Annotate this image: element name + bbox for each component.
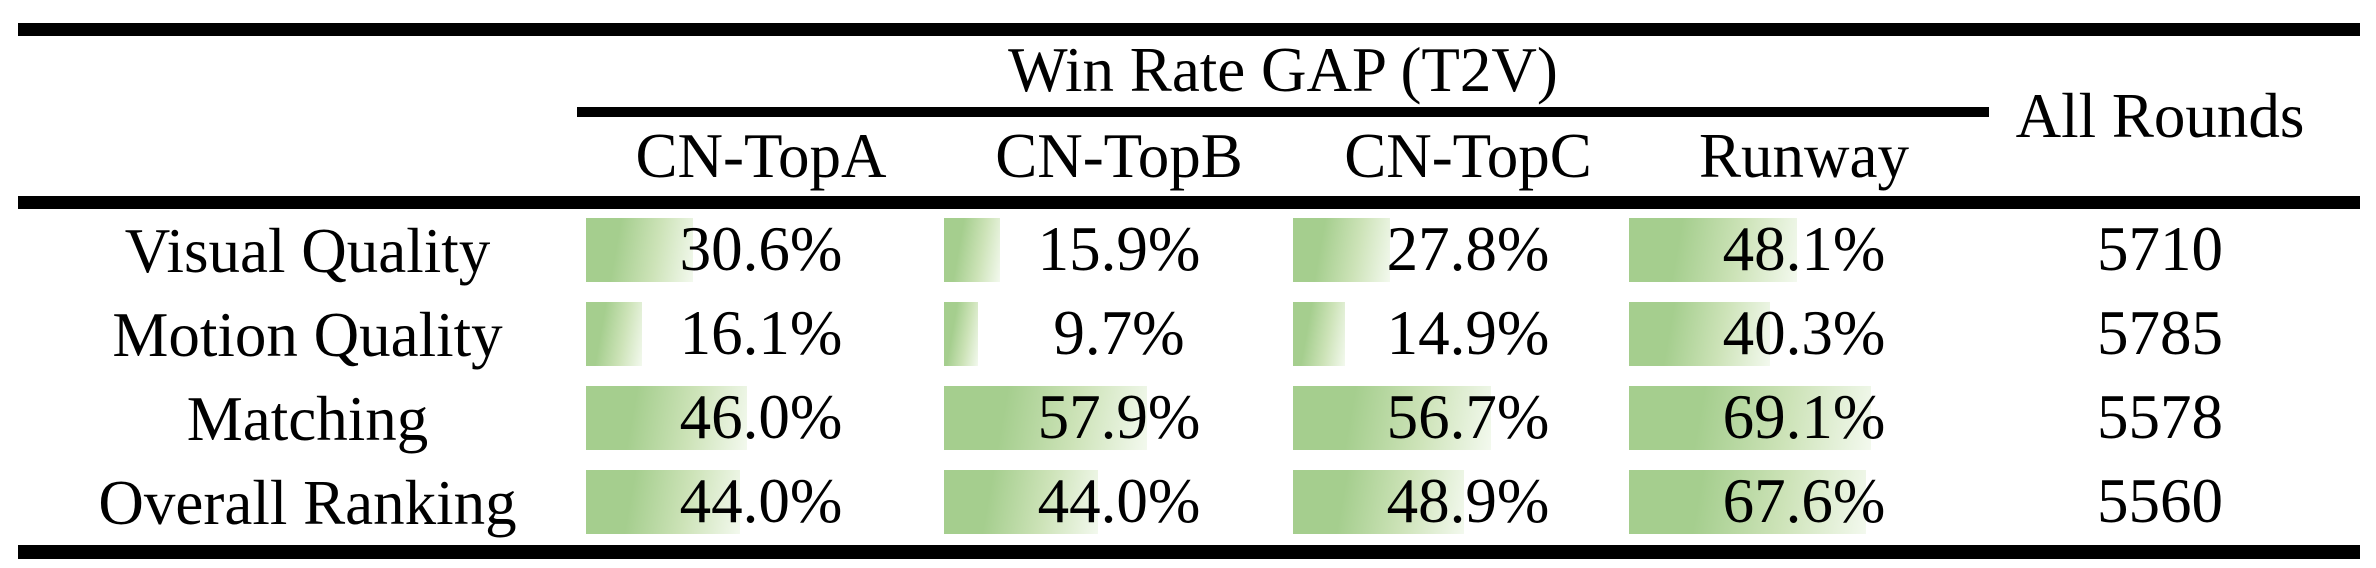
win-rate-data-bar	[1293, 386, 1492, 450]
win-rate-data-bar	[586, 386, 747, 450]
win-rate-data-bar	[944, 218, 1000, 282]
percent-value: 57.9%	[1037, 382, 1201, 452]
all-rounds-column-header: All Rounds	[2015, 81, 2305, 151]
table-bottom-rule	[18, 545, 2360, 559]
percent-cell: 30.6%	[586, 209, 936, 293]
row-label: Overall Ranking	[98, 468, 517, 538]
percent-value: 46.0%	[679, 382, 843, 452]
percent-cell: 16.1%	[586, 293, 936, 377]
percent-cell: 48.9%	[1293, 461, 1643, 545]
win-rate-data-bar	[1293, 218, 1391, 282]
percent-value: 30.6%	[679, 214, 843, 284]
win-rate-data-bar	[944, 470, 1098, 534]
percent-cell: 69.1%	[1629, 377, 1979, 461]
win-rate-data-bar	[586, 470, 740, 534]
percent-value: 48.1%	[1722, 214, 1886, 284]
all-rounds-value: 5785	[2097, 298, 2223, 368]
percent-cell: 48.1%	[1629, 209, 1979, 293]
win-rate-data-bar	[586, 218, 694, 282]
percent-cell: 9.7%	[944, 293, 1294, 377]
percent-value: 14.9%	[1386, 298, 1550, 368]
win-rate-data-bar	[586, 302, 643, 366]
percent-cell: 15.9%	[944, 209, 1294, 293]
group-header-underline-rule	[577, 107, 1989, 117]
percent-value: 44.0%	[1037, 466, 1201, 536]
table-row: Visual Quality 30.6% 15.9% 27.8% 48.1% 5710	[0, 209, 2376, 293]
column-header-cn-topa: CN-TopA	[635, 121, 887, 191]
table-row: Matching 46.0% 57.9% 56.7% 69.1% 5578	[0, 377, 2376, 461]
percent-cell: 27.8%	[1293, 209, 1643, 293]
percent-value: 69.1%	[1722, 382, 1886, 452]
win-rate-data-bar	[944, 302, 978, 366]
percent-cell: 40.3%	[1629, 293, 1979, 377]
percent-cell: 46.0%	[586, 377, 936, 461]
percent-value: 16.1%	[679, 298, 843, 368]
percent-value: 56.7%	[1386, 382, 1550, 452]
all-rounds-value: 5560	[2097, 466, 2223, 536]
all-rounds-value: 5578	[2097, 382, 2223, 452]
win-rate-data-bar	[1293, 470, 1465, 534]
table-row: Overall Ranking 44.0% 44.0% 48.9% 67.6% 5560	[0, 461, 2376, 545]
row-label: Matching	[186, 384, 429, 454]
group-header-title: Win Rate GAP (T2V)	[1008, 35, 1558, 105]
win-rate-data-bar	[1629, 218, 1798, 282]
win-rate-data-bar	[1293, 302, 1346, 366]
percent-value: 27.8%	[1386, 214, 1550, 284]
percent-cell: 14.9%	[1293, 293, 1643, 377]
all-rounds-value: 5710	[2097, 214, 2223, 284]
table-row: Motion Quality 16.1% 9.7% 14.9% 40.3% 5785	[0, 293, 2376, 377]
column-header-cn-topc: CN-TopC	[1344, 121, 1592, 191]
win-rate-data-bar	[1629, 302, 1771, 366]
percent-value: 67.6%	[1722, 466, 1886, 536]
win-rate-data-bar	[1629, 470, 1866, 534]
row-label: Visual Quality	[124, 216, 491, 286]
percent-cell: 44.0%	[944, 461, 1294, 545]
percent-value: 9.7%	[1053, 298, 1185, 368]
column-header-cn-topb: CN-TopB	[995, 121, 1243, 191]
table-top-rule	[18, 23, 2360, 36]
row-label: Motion Quality	[112, 300, 503, 370]
win-rate-data-bar	[1629, 386, 1871, 450]
percent-value: 44.0%	[679, 466, 843, 536]
win-rate-data-bar	[944, 386, 1147, 450]
percent-value: 15.9%	[1037, 214, 1201, 284]
percent-cell: 67.6%	[1629, 461, 1979, 545]
percent-value: 40.3%	[1722, 298, 1886, 368]
header-bottom-rule	[18, 196, 2360, 209]
percent-cell: 44.0%	[586, 461, 936, 545]
column-header-runway: Runway	[1699, 121, 1909, 191]
percent-cell: 57.9%	[944, 377, 1294, 461]
percent-value: 48.9%	[1386, 466, 1550, 536]
percent-cell: 56.7%	[1293, 377, 1643, 461]
